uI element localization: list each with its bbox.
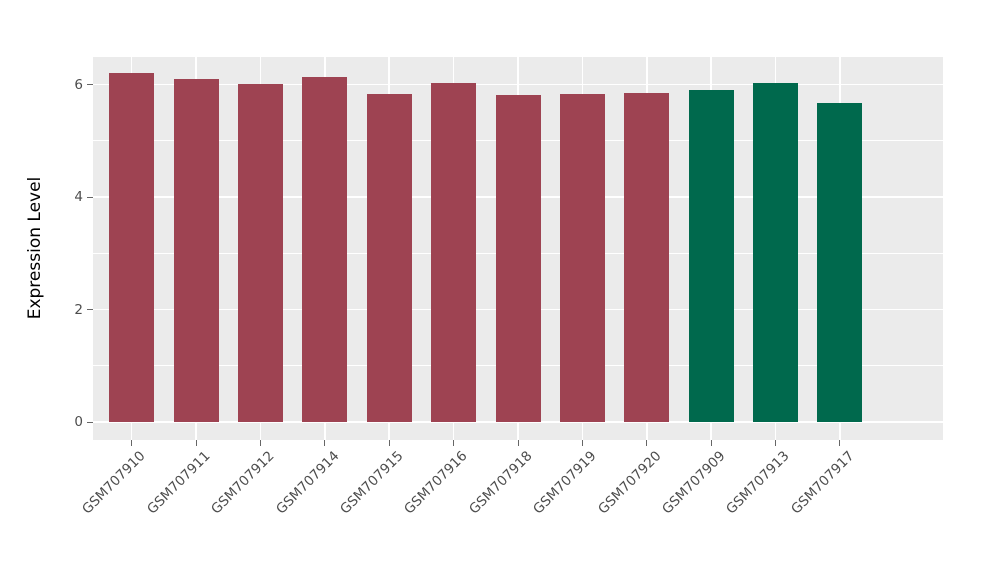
y-tick xyxy=(87,309,93,310)
x-tick-label-GSM707920: GSM707920 xyxy=(594,448,665,518)
y-tick-label: 0 xyxy=(74,414,83,430)
x-tick-label-GSM707915: GSM707915 xyxy=(337,448,407,518)
x-tick-label-GSM707919: GSM707919 xyxy=(530,448,600,518)
x-tick-label-GSM707911: GSM707911 xyxy=(143,448,214,518)
y-axis-title: Expression Level xyxy=(25,176,45,320)
x-tick-label-GSM707917: GSM707917 xyxy=(787,448,858,518)
plot-panel xyxy=(93,57,943,440)
y-tick xyxy=(87,196,93,198)
bar-GSM707916 xyxy=(431,83,477,422)
x-tick xyxy=(517,440,519,446)
bar-GSM707919 xyxy=(559,93,605,422)
x-tick xyxy=(775,440,777,446)
y-tick-label: 6 xyxy=(74,76,83,93)
x-tick xyxy=(839,440,841,446)
x-tick-label-GSM707909: GSM707909 xyxy=(659,448,729,518)
x-tick-label-GSM707912: GSM707912 xyxy=(208,448,278,518)
x-tick xyxy=(453,440,455,446)
x-tick-label-GSM707916: GSM707916 xyxy=(401,448,471,518)
y-tick-label: 4 xyxy=(74,189,83,205)
x-tick xyxy=(131,440,133,446)
bar-GSM707914 xyxy=(302,76,348,422)
x-tick xyxy=(259,440,261,446)
x-tick xyxy=(388,440,390,446)
bar-GSM707918 xyxy=(495,95,541,422)
bar-GSM707917 xyxy=(817,103,863,422)
bar-GSM707912 xyxy=(237,83,283,422)
bar-GSM707911 xyxy=(173,78,219,422)
x-tick xyxy=(324,440,326,446)
bar-GSM707910 xyxy=(109,73,155,422)
bar-GSM707915 xyxy=(366,93,412,422)
bar-GSM707909 xyxy=(688,90,734,422)
x-tick-label-GSM707914: GSM707914 xyxy=(272,448,343,518)
bar-GSM707920 xyxy=(624,92,670,422)
x-tick xyxy=(581,440,583,446)
bar-GSM707913 xyxy=(753,83,799,422)
y-tick-label: 2 xyxy=(74,301,83,318)
x-tick xyxy=(646,440,648,446)
x-tick-label-GSM707918: GSM707918 xyxy=(465,448,536,518)
y-tick xyxy=(87,84,93,85)
x-tick xyxy=(195,440,197,446)
x-tick xyxy=(710,440,712,446)
y-tick xyxy=(87,421,93,423)
x-tick-label-GSM707910: GSM707910 xyxy=(79,448,149,518)
x-tick-label-GSM707913: GSM707913 xyxy=(723,448,793,518)
